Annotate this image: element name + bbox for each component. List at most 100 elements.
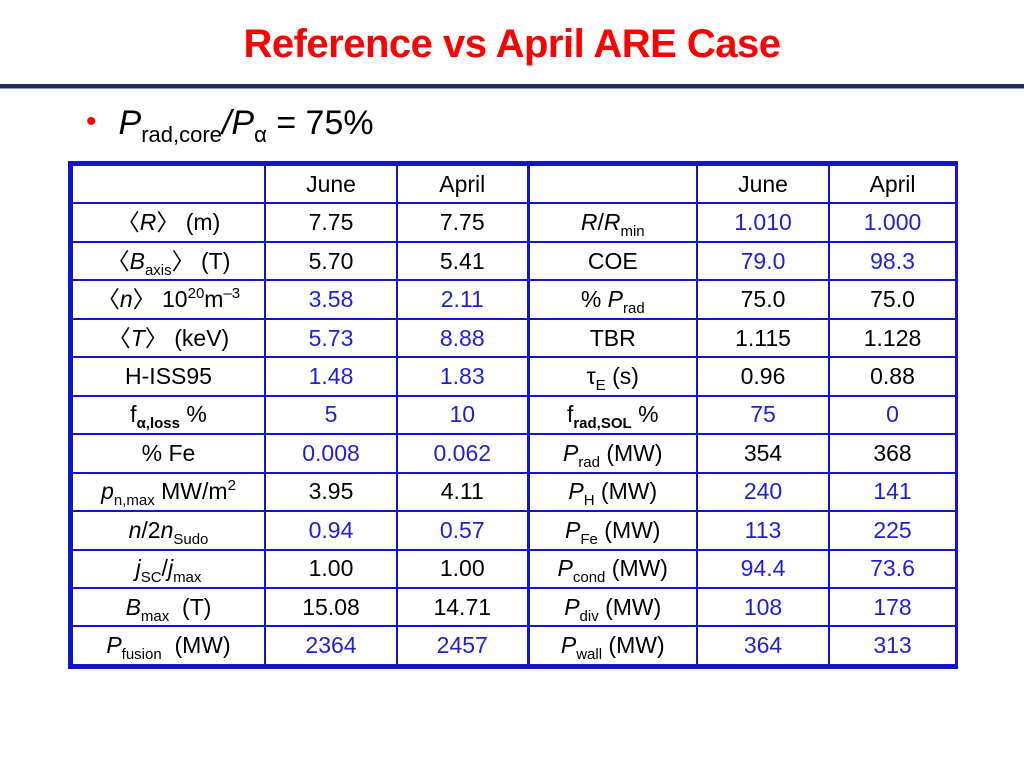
value-cell: 1.48 <box>264 356 398 397</box>
value-cell: 1.00 <box>396 548 529 589</box>
value-cell: 79.0 <box>696 240 830 282</box>
label-p-wall: Pwall (MW) <box>526 625 698 666</box>
header-row: June April June April <box>71 163 957 205</box>
value-cell: 0.062 <box>396 433 529 474</box>
comparison-table: June April June April 〈R〉 (m) 7.75 7.75 … <box>68 161 958 669</box>
value-cell: 73.6 <box>828 548 957 589</box>
table-row: jSC/jmax 1.00 1.00 Pcond (MW) 94.4 73.6 <box>71 548 957 589</box>
value-cell: 75 <box>696 394 830 436</box>
value-cell: 15.08 <box>264 586 398 628</box>
header-april-right: April <box>828 163 957 205</box>
label-p-div: Pdiv (MW) <box>526 586 698 628</box>
comparison-table-grid: June April June April 〈R〉 (m) 7.75 7.75 … <box>71 163 957 666</box>
label-r-rmin: R/Rmin <box>526 202 698 243</box>
value-cell: 0.96 <box>696 356 830 397</box>
label-n-sudo: n/2nSudo <box>71 510 266 551</box>
value-cell: 2457 <box>396 625 529 666</box>
label-p-cond: Pcond (MW) <box>526 548 698 589</box>
value-cell: 4.11 <box>396 471 529 513</box>
bullet-p-subscript: rad,core <box>141 122 222 147</box>
label-density: 〈n〉 1020m–3 <box>71 279 266 320</box>
value-cell: 0.57 <box>396 510 529 551</box>
value-cell: 0.008 <box>264 433 398 474</box>
value-cell: 1.128 <box>828 317 957 359</box>
label-coe: COE <box>526 240 698 282</box>
bullet-alpha-subscript: α <box>254 122 267 147</box>
label-b-axis: 〈Baxis〉 (T) <box>71 240 266 282</box>
value-cell: 113 <box>696 510 830 551</box>
header-empty-cell <box>526 163 698 205</box>
label-pct-prad: % Prad <box>526 279 698 320</box>
value-cell: 1.115 <box>696 317 830 359</box>
label-p-rad: Prad (MW) <box>526 433 698 474</box>
title-divider <box>0 84 1024 88</box>
value-cell: 10 <box>396 394 529 436</box>
label-tau-e: τE (s) <box>526 356 698 397</box>
table-row: H-ISS95 1.48 1.83 τE (s) 0.96 0.88 <box>71 356 957 397</box>
title-divider-light <box>0 88 1024 89</box>
label-f-alpha-loss: fα,loss % <box>71 394 266 436</box>
label-p-fe: PFe (MW) <box>526 510 698 551</box>
value-cell: 354 <box>696 433 830 474</box>
label-p-h: PH (MW) <box>526 471 698 513</box>
table-row: 〈n〉 1020m–3 3.58 2.11 % Prad 75.0 75.0 <box>71 279 957 320</box>
table-row: Bmax (T) 15.08 14.71 Pdiv (MW) 108 178 <box>71 586 957 628</box>
table-row: n/2nSudo 0.94 0.57 PFe (MW) 113 225 <box>71 510 957 551</box>
header-empty-cell <box>71 163 266 205</box>
value-cell: 0.88 <box>828 356 957 397</box>
value-cell: 94.4 <box>696 548 830 589</box>
table-row: Pfusion (MW) 2364 2457 Pwall (MW) 364 31… <box>71 625 957 666</box>
bullet-item: • Prad,core/Pα = 75% <box>86 104 374 148</box>
value-cell: 0 <box>828 394 957 436</box>
table-row: 〈Baxis〉 (T) 5.70 5.41 COE 79.0 98.3 <box>71 240 957 282</box>
bullet-palpha-symbol: P <box>231 104 255 142</box>
header-june-right: June <box>696 163 830 205</box>
label-tbr: TBR <box>526 317 698 359</box>
value-cell: 313 <box>828 625 957 666</box>
value-cell: 14.71 <box>396 586 529 628</box>
bullet-dot-icon: • <box>86 105 97 138</box>
value-cell: 141 <box>828 471 957 513</box>
value-cell: 75.0 <box>828 279 957 320</box>
value-cell: 3.95 <box>264 471 398 513</box>
label-p-fusion: Pfusion (MW) <box>71 625 266 666</box>
value-cell: 108 <box>696 586 830 628</box>
value-cell: 75.0 <box>696 279 830 320</box>
table-row: fα,loss % 5 10 frad,SOL % 75 0 <box>71 394 957 436</box>
label-pct-fe: % Fe <box>71 433 266 474</box>
value-cell: 240 <box>696 471 830 513</box>
value-cell: 5 <box>264 394 398 436</box>
value-cell: 5.73 <box>264 317 398 359</box>
label-b-max: Bmax (T) <box>71 586 266 628</box>
label-p-nmax: pn,max MW/m2 <box>71 471 266 513</box>
value-cell: 7.75 <box>396 202 529 243</box>
table-row: 〈T〉 (keV) 5.73 8.88 TBR 1.115 1.128 <box>71 317 957 359</box>
label-j-ratio: jSC/jmax <box>71 548 266 589</box>
label-h-iss95: H-ISS95 <box>71 356 266 397</box>
bullet-slash: / <box>221 104 232 142</box>
value-cell: 0.94 <box>264 510 398 551</box>
value-cell: 2.11 <box>396 279 529 320</box>
value-cell: 7.75 <box>264 202 398 243</box>
label-f-rad-sol: frad,SOL % <box>526 394 698 436</box>
table-row: 〈R〉 (m) 7.75 7.75 R/Rmin 1.010 1.000 <box>71 202 957 243</box>
value-cell: 364 <box>696 625 830 666</box>
value-cell: 3.58 <box>264 279 398 320</box>
label-temperature: 〈T〉 (keV) <box>71 317 266 359</box>
value-cell: 5.41 <box>396 240 529 282</box>
slide-title: Reference vs April ARE Case <box>243 22 781 66</box>
label-major-radius: 〈R〉 (m) <box>71 202 266 243</box>
value-cell: 98.3 <box>828 240 957 282</box>
value-cell: 1.00 <box>264 548 398 589</box>
value-cell: 1.83 <box>396 356 529 397</box>
value-cell: 1.000 <box>828 202 957 243</box>
value-cell: 225 <box>828 510 957 551</box>
value-cell: 2364 <box>264 625 398 666</box>
value-cell: 8.88 <box>396 317 529 359</box>
table-row: % Fe 0.008 0.062 Prad (MW) 354 368 <box>71 433 957 474</box>
bullet-equation-rest: = 75% <box>266 104 374 142</box>
value-cell: 5.70 <box>264 240 398 282</box>
value-cell: 178 <box>828 586 957 628</box>
bullet-p-symbol: P <box>118 104 142 142</box>
value-cell: 1.010 <box>696 202 830 243</box>
